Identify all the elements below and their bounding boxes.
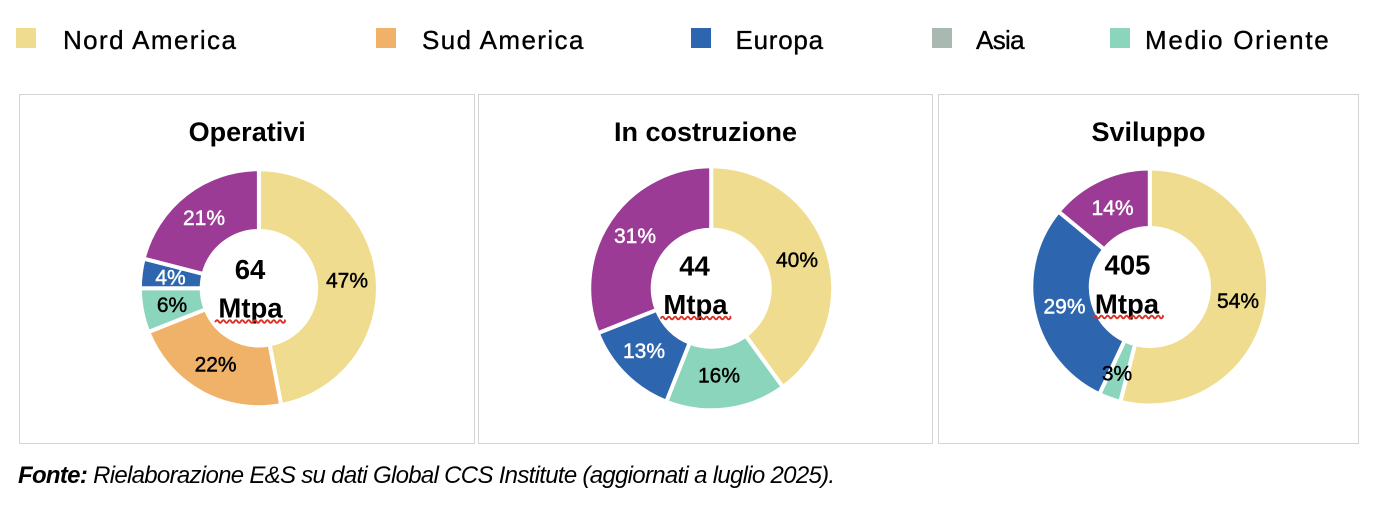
svg-text:4%: 4% xyxy=(155,266,185,289)
svg-text:13%: 13% xyxy=(623,340,665,363)
svg-text:31%: 31% xyxy=(614,225,656,248)
svg-text:Operativi: Operativi xyxy=(189,117,306,147)
svg-text:6%: 6% xyxy=(157,294,187,317)
svg-text:47%: 47% xyxy=(326,270,368,293)
svg-text:Sviluppo: Sviluppo xyxy=(1092,117,1206,147)
svg-text:44: 44 xyxy=(679,251,710,282)
svg-text:14%: 14% xyxy=(1091,197,1133,220)
svg-text:405: 405 xyxy=(1105,250,1151,281)
svg-text:29%: 29% xyxy=(1043,296,1085,319)
svg-text:3%: 3% xyxy=(1102,363,1132,386)
svg-text:64: 64 xyxy=(235,254,266,285)
svg-text:In costruzione: In costruzione xyxy=(614,117,797,147)
svg-text:Mtpa: Mtpa xyxy=(218,293,283,324)
svg-text:Mtpa: Mtpa xyxy=(1095,289,1160,320)
svg-text:54%: 54% xyxy=(1217,290,1259,313)
svg-text:22%: 22% xyxy=(195,354,237,377)
svg-text:16%: 16% xyxy=(698,365,740,388)
svg-text:21%: 21% xyxy=(183,207,225,230)
svg-text:Mtpa: Mtpa xyxy=(663,289,728,320)
svg-text:40%: 40% xyxy=(776,249,818,272)
